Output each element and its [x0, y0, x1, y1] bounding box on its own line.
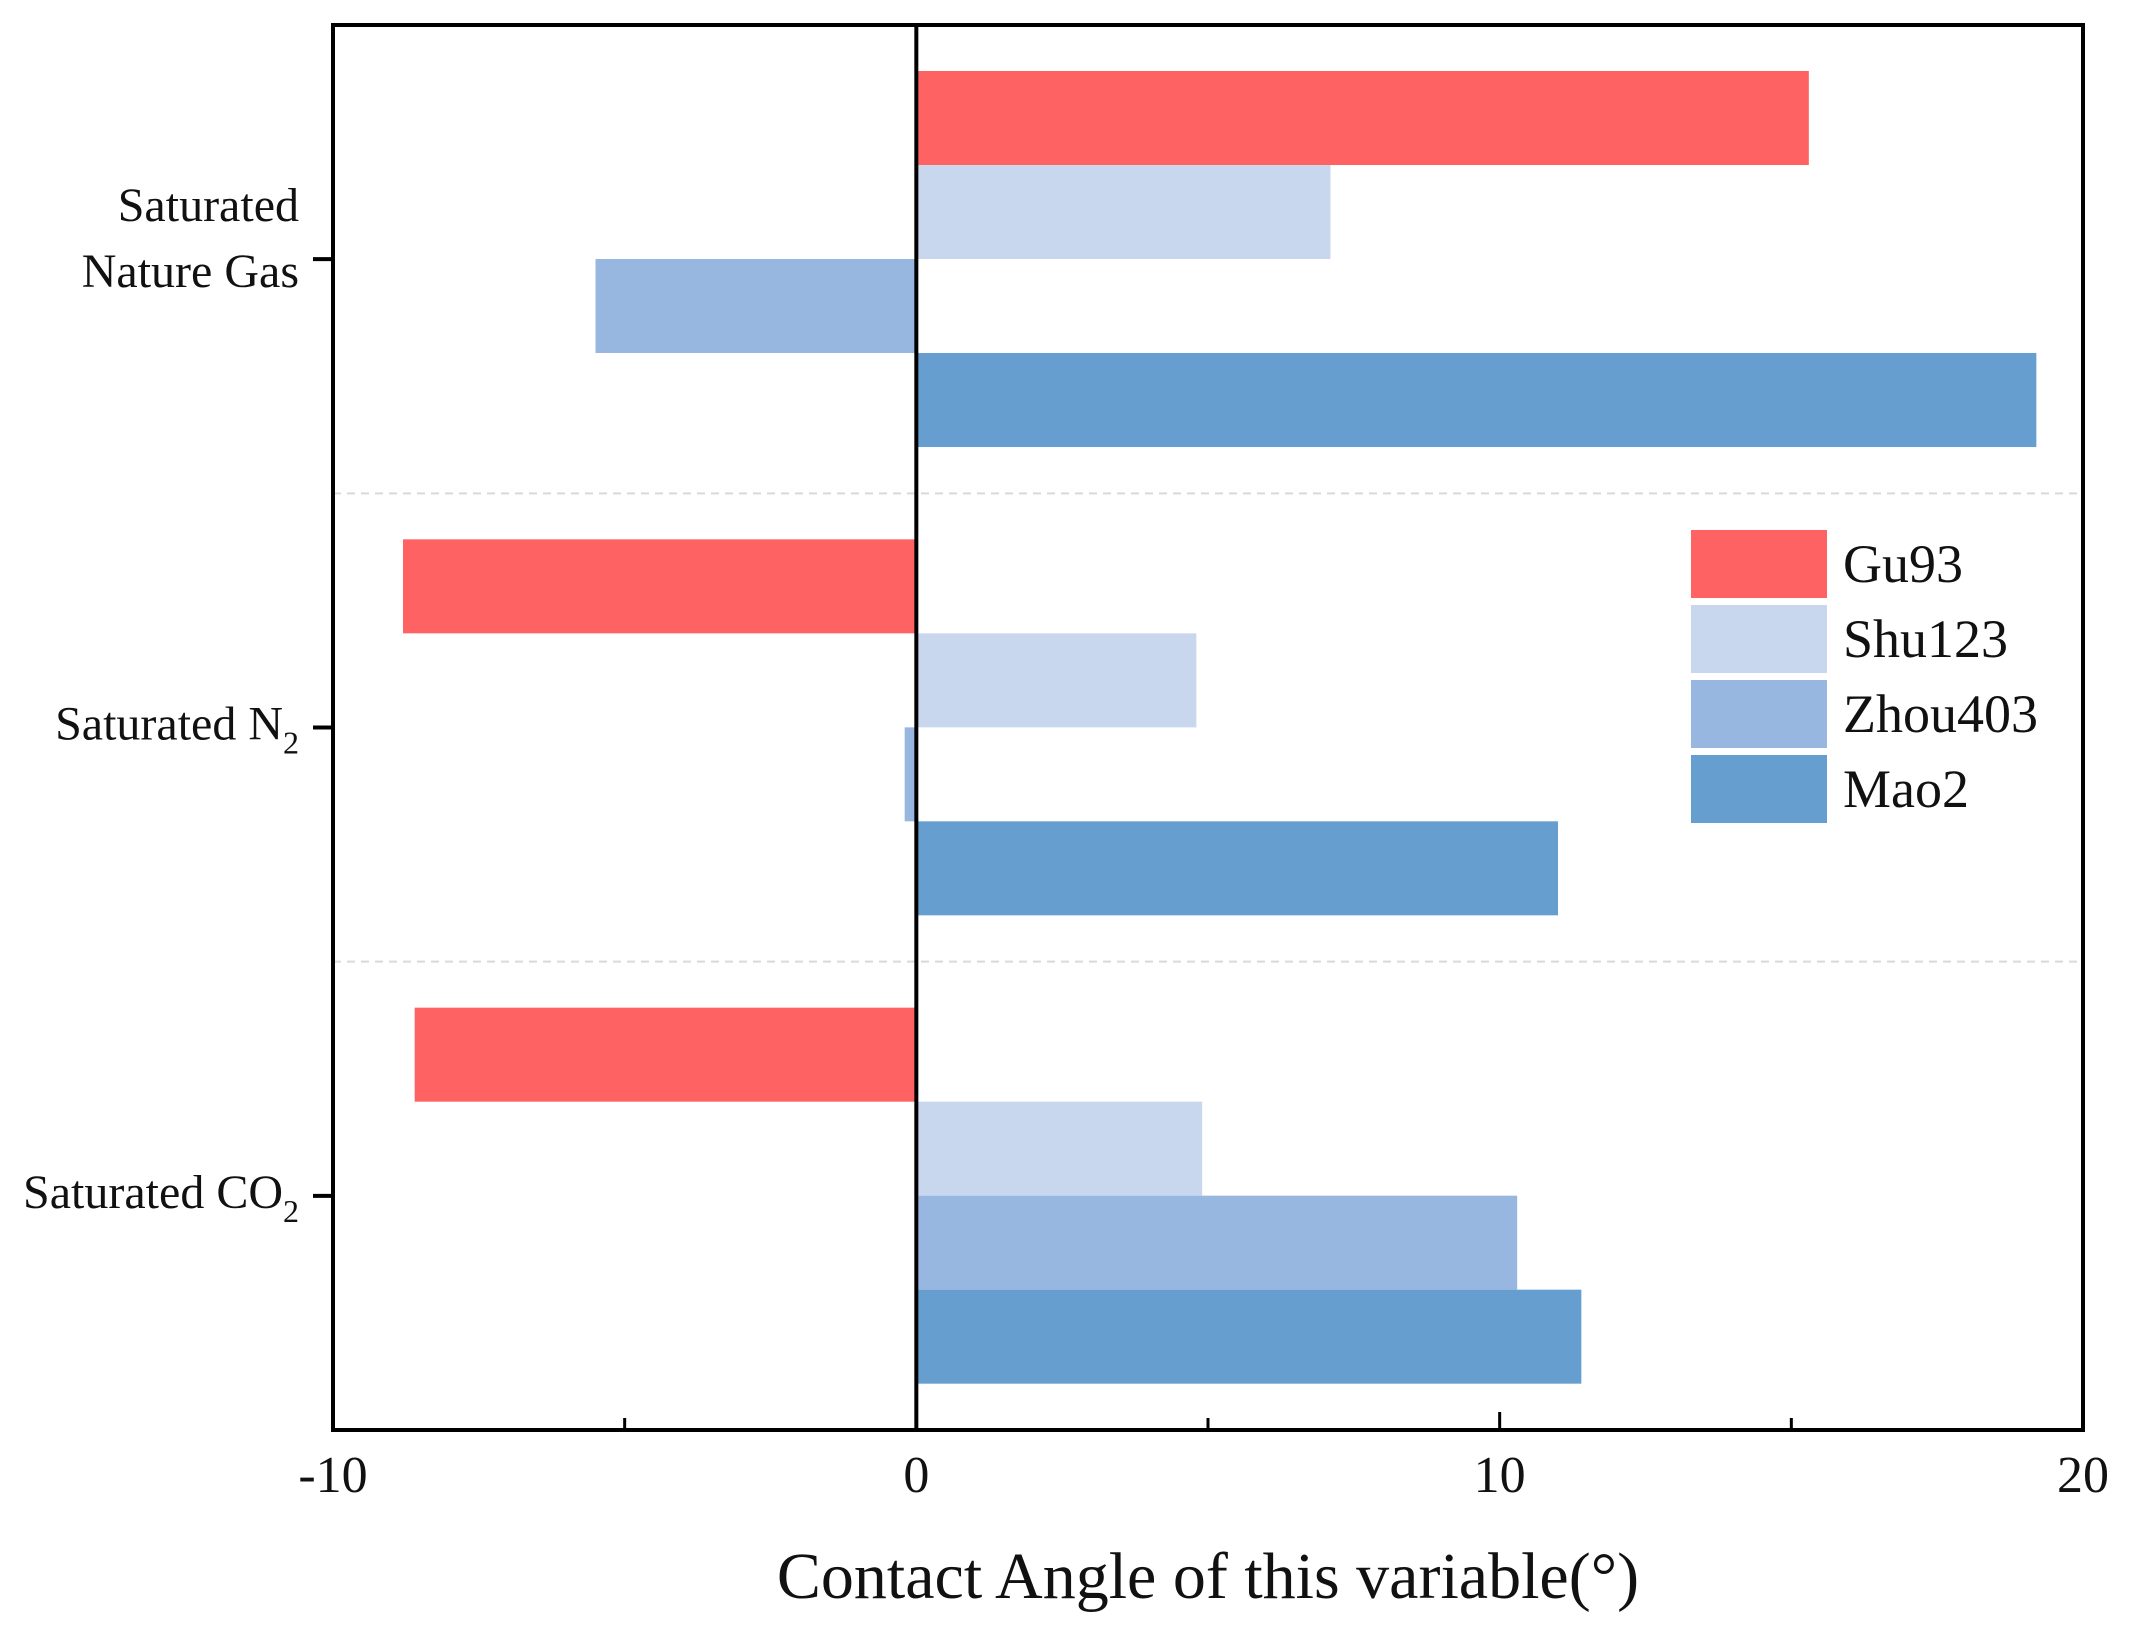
legend-swatch-mao2: [1691, 755, 1827, 823]
bar-zhou403-0: [595, 259, 917, 353]
bar-shu123-1: [916, 633, 1197, 728]
x-axis-title: Contact Angle of this variable(°): [777, 1540, 1639, 1613]
legend-label-shu123: Shu123: [1843, 609, 2008, 669]
legend: Gu93 Shu123 Zhou403 Mao2: [1691, 530, 2038, 823]
x-tick-label: -10: [298, 1447, 367, 1504]
legend-swatch-gu93: [1691, 530, 1827, 598]
bar-gu93-2: [414, 1007, 917, 1102]
bar-mao2-2: [916, 1289, 1582, 1384]
bar-zhou403-1: [904, 727, 917, 822]
legend-label-gu93: Gu93: [1843, 534, 1963, 594]
category-label-subscript: 2: [283, 725, 299, 761]
x-tick-label: 10: [1474, 1447, 1526, 1504]
legend-swatch-zhou403: [1691, 680, 1827, 748]
legend-label-zhou403: Zhou403: [1843, 684, 2038, 744]
category-label-subscript: 2: [283, 1193, 299, 1229]
legend-label-mao2: Mao2: [1843, 759, 1969, 819]
bar-mao2-0: [916, 353, 2037, 447]
category-label: Saturated: [118, 179, 299, 232]
legend-swatch-shu123: [1691, 605, 1827, 673]
category-label-text: Saturated CO: [23, 1166, 283, 1219]
bar-shu123-2: [916, 1101, 1203, 1196]
x-axis: -10 0 10 20: [298, 1412, 2109, 1504]
bar-gu93-1: [403, 539, 917, 634]
bar-mao2-1: [916, 821, 1558, 916]
bar-shu123-0: [916, 165, 1331, 259]
category-label: Saturated N2: [55, 698, 299, 761]
x-tick-label: 20: [2057, 1447, 2109, 1504]
category-label: Nature Gas: [82, 245, 299, 298]
bar-gu93-0: [916, 71, 1809, 165]
bar-zhou403-2: [916, 1195, 1518, 1290]
category-label-text: Saturated N: [55, 698, 283, 751]
bars: [403, 71, 2037, 1384]
category-separators: [333, 492, 2083, 963]
x-tick-label: 0: [903, 1447, 929, 1504]
category-label: Saturated CO2: [23, 1166, 299, 1229]
